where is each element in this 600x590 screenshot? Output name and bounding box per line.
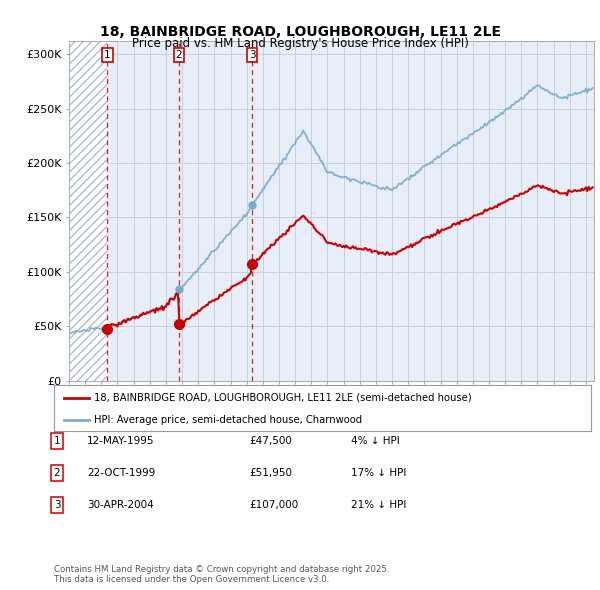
Text: 18, BAINBRIDGE ROAD, LOUGHBOROUGH, LE11 2LE: 18, BAINBRIDGE ROAD, LOUGHBOROUGH, LE11 … [100, 25, 500, 39]
Text: Contains HM Land Registry data © Crown copyright and database right 2025.
This d: Contains HM Land Registry data © Crown c… [54, 565, 389, 584]
Text: 2: 2 [53, 468, 61, 478]
Text: £51,950: £51,950 [249, 468, 292, 478]
Text: 12-MAY-1995: 12-MAY-1995 [87, 437, 155, 446]
Text: 30-APR-2004: 30-APR-2004 [87, 500, 154, 510]
Text: 21% ↓ HPI: 21% ↓ HPI [351, 500, 406, 510]
Text: 1: 1 [53, 437, 61, 446]
Text: 22-OCT-1999: 22-OCT-1999 [87, 468, 155, 478]
Text: 3: 3 [249, 50, 256, 60]
Text: 4% ↓ HPI: 4% ↓ HPI [351, 437, 400, 446]
Text: 1: 1 [104, 50, 110, 60]
Text: £107,000: £107,000 [249, 500, 298, 510]
Bar [69, 41, 107, 381]
Text: 3: 3 [53, 500, 61, 510]
Text: Price paid vs. HM Land Registry's House Price Index (HPI): Price paid vs. HM Land Registry's House … [131, 37, 469, 50]
Text: 2: 2 [176, 50, 182, 60]
Text: HPI: Average price, semi-detached house, Charnwood: HPI: Average price, semi-detached house,… [94, 415, 362, 425]
Text: 18, BAINBRIDGE ROAD, LOUGHBOROUGH, LE11 2LE (semi-detached house): 18, BAINBRIDGE ROAD, LOUGHBOROUGH, LE11 … [94, 393, 472, 403]
Text: £47,500: £47,500 [249, 437, 292, 446]
Text: 17% ↓ HPI: 17% ↓ HPI [351, 468, 406, 478]
